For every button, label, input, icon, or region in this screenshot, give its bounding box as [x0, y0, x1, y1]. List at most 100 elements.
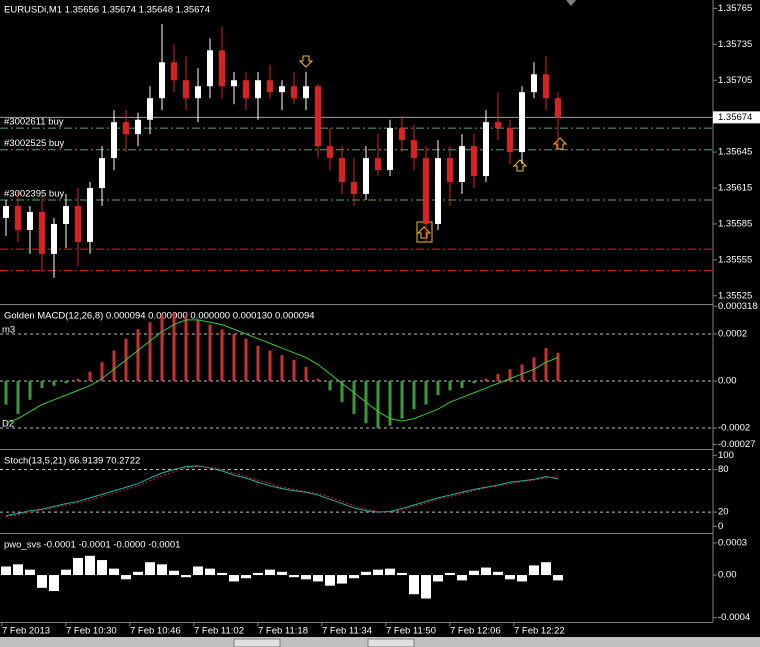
y-tick-label: 1.35645 — [718, 147, 752, 158]
oscillator-bar — [373, 569, 383, 576]
candle-body — [519, 92, 525, 153]
histogram-bar — [472, 380, 476, 384]
candle-body — [507, 128, 513, 153]
oscillator-bar — [145, 562, 155, 576]
indicator-line — [5, 466, 559, 517]
oscillator-bar — [157, 564, 167, 576]
sell-arrow — [298, 55, 314, 68]
histogram-bar — [52, 380, 56, 386]
candle-body — [207, 50, 213, 87]
oscillator-bar — [361, 571, 371, 576]
oscillator-bar — [481, 567, 491, 576]
oscillator-bar — [349, 575, 359, 579]
histogram-bar — [244, 338, 248, 381]
candle-body — [195, 86, 201, 99]
candle-body — [87, 188, 93, 242]
histogram-bar — [436, 380, 440, 396]
indicator-line — [5, 465, 559, 517]
candle-body — [99, 158, 105, 189]
histogram-bar — [28, 380, 32, 400]
histogram-bar — [256, 345, 260, 381]
oscillator-bar — [397, 572, 407, 576]
chart-tab[interactable] — [233, 638, 281, 647]
indicator-note: D2 — [2, 419, 14, 430]
candle-body — [495, 122, 501, 129]
candle-body — [291, 86, 297, 99]
histogram-bar — [148, 322, 152, 381]
histogram-bar — [4, 380, 8, 405]
candle-body — [279, 86, 285, 93]
oscillator-bar — [289, 575, 299, 578]
candle-body — [375, 158, 381, 171]
oscillator-bar — [121, 575, 131, 580]
panel-title: EURUSDi,M1 1.35656 1.35674 1.35648 1.356… — [4, 5, 210, 16]
candle-body — [39, 211, 45, 254]
oscillator-bar — [409, 575, 419, 595]
y-tick-label: 0.00 — [718, 376, 737, 387]
candle-body — [459, 146, 465, 183]
oscillator-bar — [109, 568, 119, 576]
indicator-note: m3 — [2, 325, 15, 336]
histogram-bar — [520, 364, 524, 381]
x-tick-label: 7 Feb 10:46 — [130, 626, 181, 637]
candle-body — [327, 146, 333, 159]
x-tick-label: 7 Feb 11:02 — [194, 626, 244, 637]
candle-body — [171, 62, 177, 81]
histogram-bar — [184, 315, 188, 381]
candle-body — [243, 80, 249, 99]
candle-body — [123, 122, 129, 135]
oscillator-bar — [205, 568, 215, 576]
oscillator-bar — [433, 575, 443, 582]
histogram-bar — [496, 373, 500, 381]
panel: Golden MACD(12,26,8) 0.000094 0.000000 0… — [0, 301, 758, 450]
histogram-bar — [196, 319, 200, 381]
x-tick-label: 7 Feb 11:50 — [386, 626, 436, 637]
histogram-bar — [412, 380, 416, 410]
oscillator-bar — [337, 575, 347, 584]
panel: Stoch(13,5,21) 66.9139 70.2722 100 80 20 0 — [0, 450, 734, 532]
histogram-bar — [424, 380, 428, 405]
histogram-bar — [460, 380, 464, 389]
order-label: #3002395 buy — [4, 189, 64, 200]
oscillator-bar — [517, 575, 527, 582]
oscillator-bar — [469, 570, 479, 576]
buy-arrow — [416, 226, 432, 239]
oscillator-bar — [49, 575, 59, 592]
y-tick-label: 0.0003 — [718, 538, 747, 549]
oscillator-bar — [181, 575, 191, 578]
oscillator-bar — [253, 572, 263, 576]
candle-body — [255, 80, 261, 99]
y-tick-label: 0.0002 — [718, 328, 747, 339]
histogram-bar — [544, 348, 548, 381]
x-tick-label: 7 Feb 2013 — [2, 626, 50, 637]
oscillator-bar — [133, 571, 143, 576]
oscillator-bar — [193, 566, 203, 576]
y-tick-label: 1.35615 — [718, 183, 752, 194]
candle-body — [147, 98, 153, 120]
candle-body — [423, 158, 429, 224]
histogram-bar — [352, 380, 356, 414]
histogram-bar — [232, 333, 236, 381]
y-tick-label: 1.35735 — [718, 39, 752, 50]
oscillator-bar — [541, 562, 551, 576]
candle-body — [447, 158, 453, 183]
candle-body — [555, 98, 561, 118]
y-tick-label: 0.000318 — [718, 301, 758, 312]
panel-title: Stoch(13,5,21) 66.9139 70.2722 — [4, 456, 140, 467]
chart-tab[interactable] — [367, 638, 415, 647]
oscillator-bar — [553, 575, 563, 581]
histogram-bar — [280, 355, 284, 381]
oscillator-bar — [301, 575, 311, 580]
histogram-bar — [76, 378, 80, 381]
histogram-bar — [40, 380, 44, 389]
candle-body — [135, 119, 141, 135]
histogram-bar — [64, 380, 68, 384]
panel: pwo_svs -0.0001 -0.0001 -0.0000 -0.0001 0… — [1, 538, 750, 623]
candle-body — [267, 80, 273, 93]
x-tick-label: 7 Feb 10:30 — [66, 626, 117, 637]
shift-marker[interactable] — [566, 0, 576, 6]
oscillator-bar — [25, 569, 35, 576]
y-tick-label: 80 — [718, 464, 729, 475]
oscillator-bar — [265, 569, 275, 576]
oscillator-bar — [97, 560, 107, 576]
